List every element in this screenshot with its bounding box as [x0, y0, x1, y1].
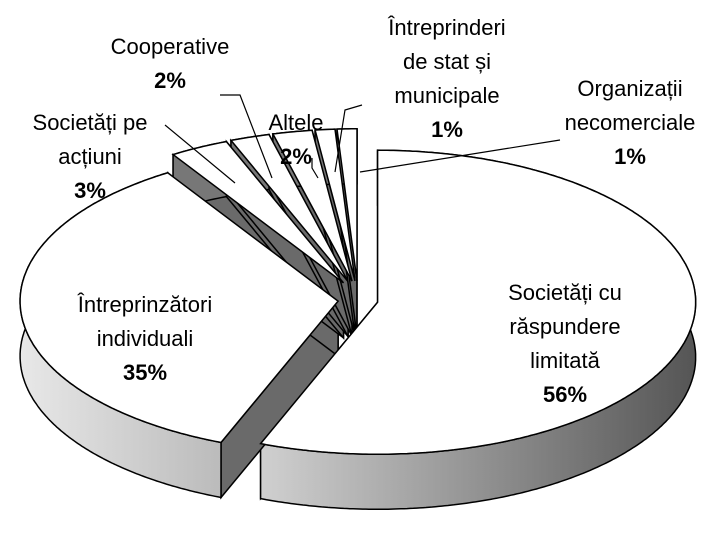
slice [271, 129, 353, 282]
value-label: 3% [74, 178, 106, 203]
labels: Societăți cu răspundere limitată 56% Întrepr… [33, 15, 696, 407]
slice [19, 171, 340, 444]
slice [229, 133, 349, 283]
category-label: Cooperative [111, 34, 230, 59]
leader-line [334, 104, 363, 173]
category-label: Organizații necomerciale [565, 76, 696, 135]
slice [171, 140, 345, 284]
leader-line [220, 94, 273, 179]
leader-line [164, 124, 236, 184]
value-label: 2% [280, 144, 312, 169]
value-label: 56% [543, 382, 587, 407]
leader-line [359, 139, 561, 173]
value-label: 1% [614, 144, 646, 169]
category-label: Societăți cu răspundere limitată [508, 280, 622, 373]
category-label: Societăți pe acțiuni [33, 110, 148, 169]
leader-line [311, 158, 319, 179]
value-label: 1% [431, 117, 463, 142]
category-label: Întreprinderi de stat și municipale [387, 15, 505, 108]
slice [314, 128, 356, 282]
slice [336, 128, 358, 281]
category-label: Întreprinzători individuali [77, 292, 213, 351]
category-label: Altele [268, 110, 323, 135]
value-label: 35% [123, 360, 167, 385]
value-label: 2% [154, 68, 186, 93]
slice [259, 149, 697, 455]
slice-tops [19, 128, 697, 455]
